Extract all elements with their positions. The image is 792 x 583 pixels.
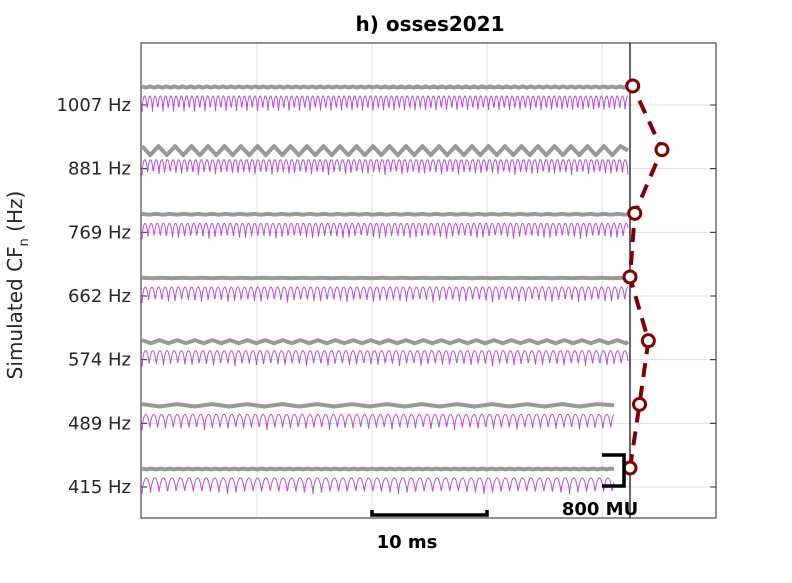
y-axis-label-subscript: n — [17, 238, 32, 246]
series-point — [622, 269, 638, 285]
envelope-trace — [141, 84, 630, 90]
envelope-traces — [140, 84, 630, 472]
amplitude-scale-label: 800 MU — [562, 499, 638, 520]
series-point — [627, 205, 643, 221]
amplitude-scale-bar — [602, 453, 626, 488]
y-axis-label: Simulated CFn (Hz) — [3, 191, 32, 380]
fine-structure-trace — [141, 413, 615, 431]
series-markers — [622, 78, 670, 476]
time-scale-label: 10 ms — [377, 532, 438, 553]
time-scale-bar — [370, 510, 489, 517]
y-tick-labels: 415 Hz 489 Hz 574 Hz 662 Hz 769 Hz 881 Hz 1007… — [56, 95, 131, 498]
fine-structure-trace — [141, 477, 615, 495]
y-ticks — [141, 104, 716, 488]
y-tick-label: 1007 Hz — [56, 95, 131, 116]
series-point — [625, 78, 641, 94]
fine-structure-trace — [141, 159, 629, 176]
fine-structure-trace — [141, 222, 629, 240]
grid — [256, 43, 603, 518]
y-tick-label: 415 Hz — [68, 477, 131, 498]
y-axis-label-main: Simulated CF — [3, 246, 27, 379]
fine-structure-trace — [141, 350, 629, 367]
y-axis-label-unit: (Hz) — [3, 191, 27, 239]
series-point — [640, 333, 656, 349]
y-tick-label: 881 Hz — [68, 159, 131, 180]
y-tick-label: 769 Hz — [68, 222, 131, 243]
series-point — [622, 460, 638, 476]
y-tick-label: 489 Hz — [68, 413, 131, 434]
envelope-trace — [141, 275, 629, 281]
envelope-trace — [141, 338, 630, 346]
chart-title: h) osses2021 — [355, 12, 504, 36]
fine-structure-trace — [141, 286, 629, 304]
fine-structure-traces — [141, 95, 629, 495]
y-tick-label: 574 Hz — [68, 350, 131, 371]
envelope-trace — [141, 466, 615, 472]
series-point — [654, 142, 670, 158]
envelope-trace — [140, 144, 630, 158]
envelope-trace — [141, 211, 629, 217]
plot-area-frame — [140, 42, 717, 519]
fine-structure-trace — [141, 95, 629, 113]
y-tick-label: 662 Hz — [68, 286, 131, 307]
series-point — [632, 396, 648, 412]
envelope-trace — [141, 402, 615, 409]
